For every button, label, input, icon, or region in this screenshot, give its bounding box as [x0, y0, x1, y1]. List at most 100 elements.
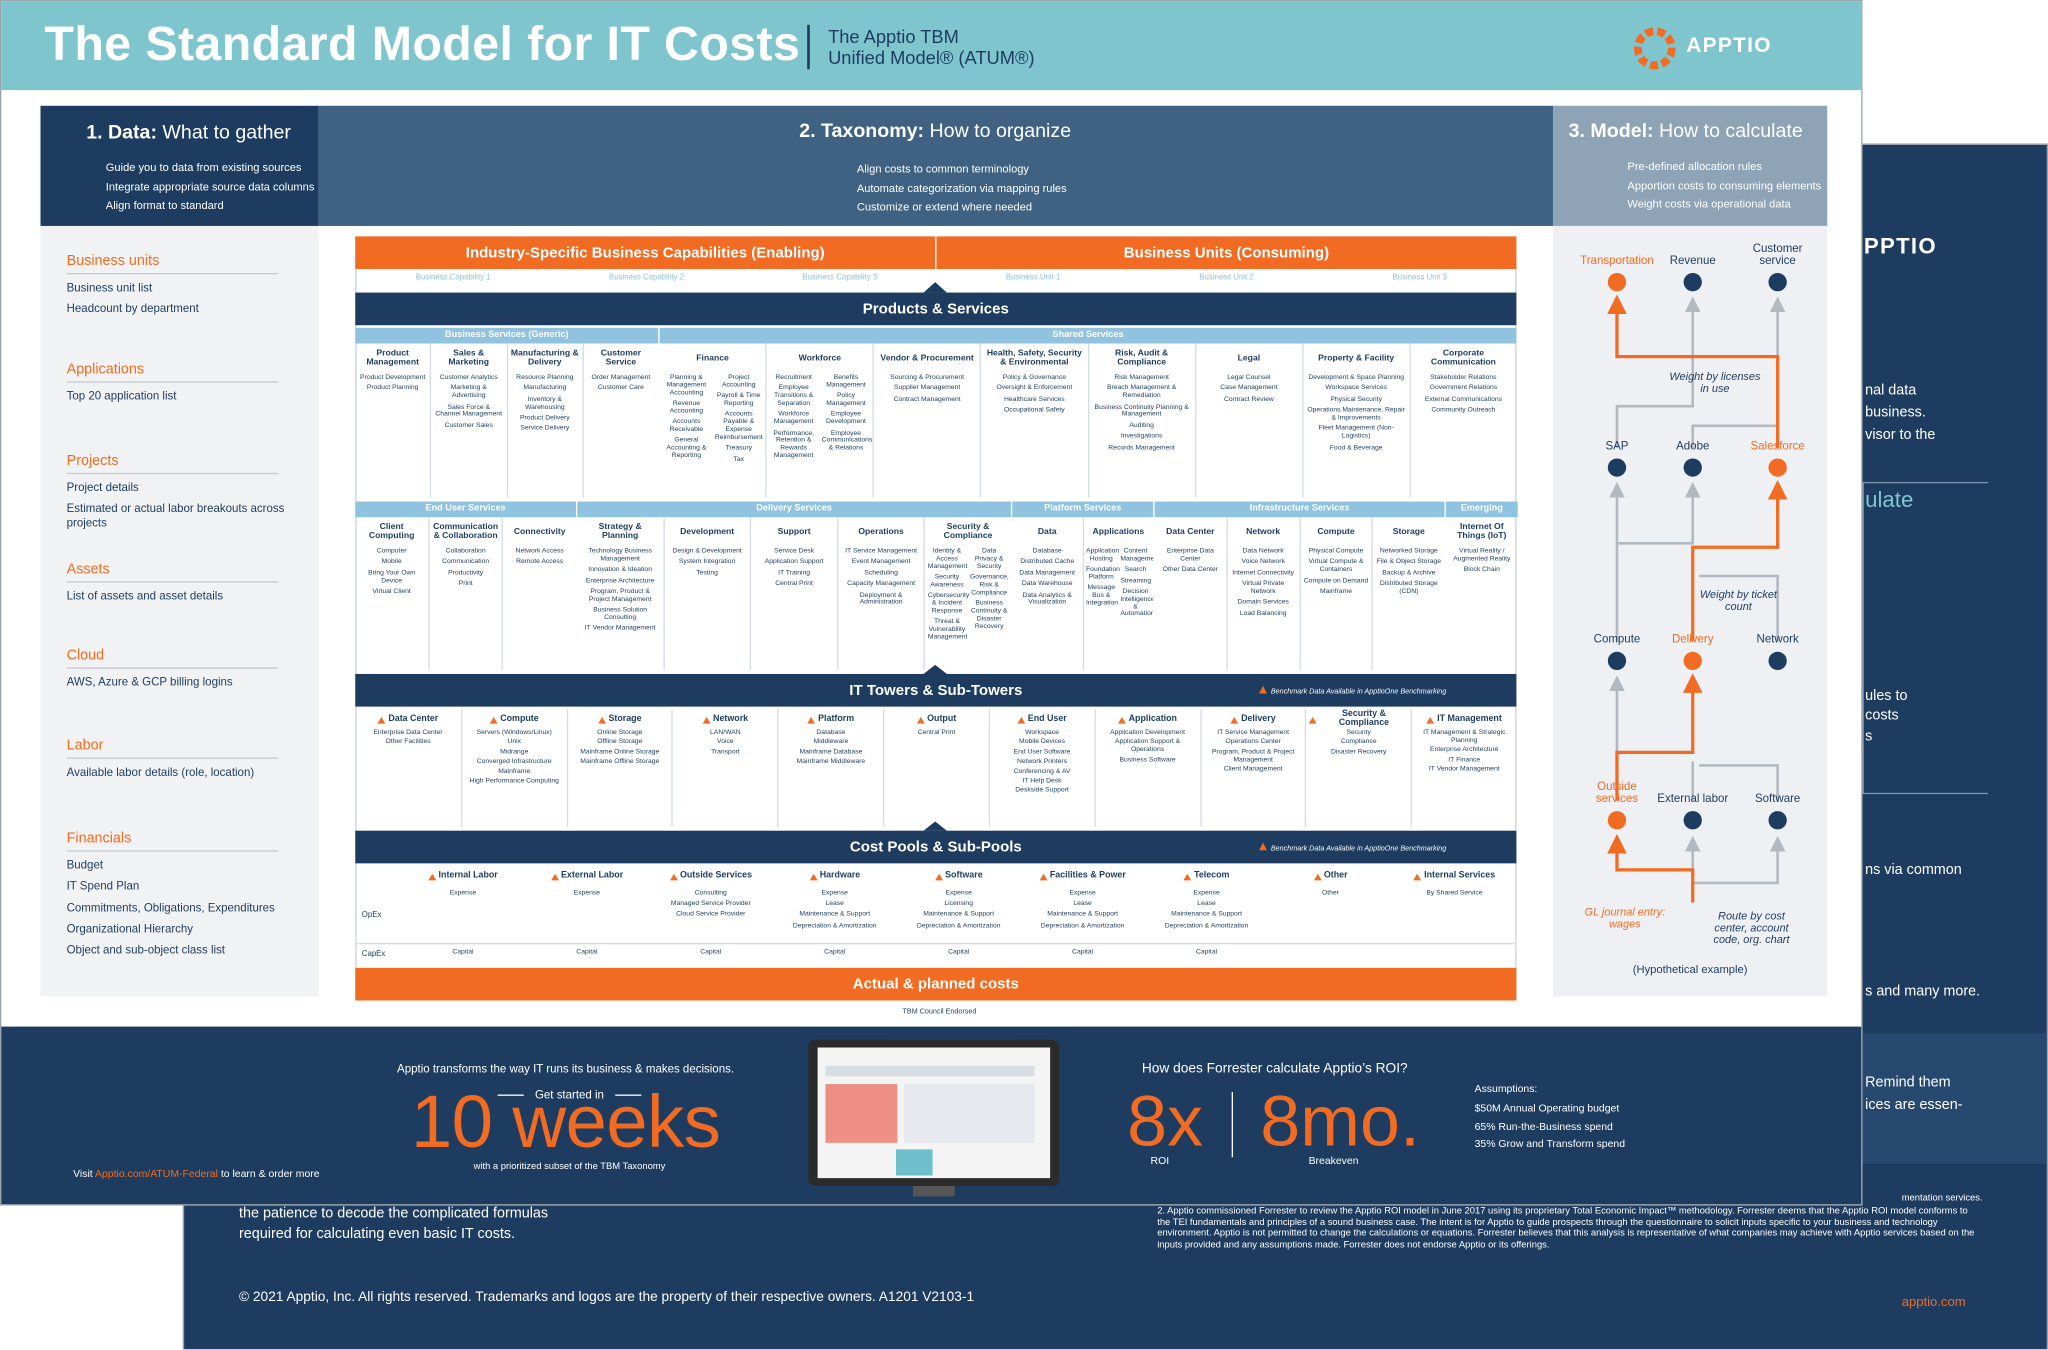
back-fragment: costs: [1865, 707, 1899, 724]
tower-item: Operations Center: [1225, 738, 1281, 747]
column-items: Stakeholder Relations Government Relation…: [1413, 374, 1514, 416]
column-items: Enterprise Data Center Other Data Center: [1157, 547, 1223, 575]
products-bar: Products & Services: [355, 292, 1517, 326]
panel-title: 3. Model: How to calculate: [1569, 120, 1803, 142]
column-title: Applications: [1092, 527, 1145, 537]
panel-bullet: Customize or extend where needed: [856, 199, 1033, 213]
column-item: Testing: [696, 569, 718, 578]
section-heading: Applications: [66, 361, 145, 378]
business-unit: Business Unit 2: [1199, 274, 1254, 283]
column-item: Cybersecurity & Incident Response: [927, 591, 970, 616]
column-item: Design & Development: [672, 547, 742, 556]
back-fragment: s: [1865, 728, 1873, 745]
service-column: Support Service Desk Application Support IT…: [749, 517, 837, 671]
service-column: Data Database Distributed Cache Data Manage…: [1012, 517, 1082, 670]
column-item: Scheduling: [864, 569, 898, 578]
panel-bullet: Automate categorization via mapping rule…: [856, 180, 1067, 194]
column-title: Internet Of Things (IoT): [1457, 522, 1507, 541]
column-title: Strategy & Planning: [598, 522, 642, 541]
column-items: Legal Counsel Case Management Contract Rev…: [1199, 374, 1300, 405]
header-divider: [807, 24, 810, 70]
tower-column: Application Application Development Applic…: [1094, 709, 1200, 827]
pool-item: Capital: [1195, 948, 1218, 957]
model-node: [1683, 458, 1702, 477]
column-item: Streaming: [1120, 576, 1152, 585]
tower-title: End User: [993, 709, 1092, 730]
column-item: Search: [1124, 565, 1147, 574]
back-logo: PPTIO: [1863, 233, 1937, 259]
column-items: Collaboration Communication Productivity Pr…: [432, 547, 499, 590]
column-item: Sourcing & Procurement: [890, 373, 964, 382]
column-title: Health, Safety, Security & Environmental: [986, 348, 1082, 368]
column-items: Network Access Remote Access: [506, 547, 573, 568]
column-item: Central Print: [775, 580, 813, 589]
service-column: Workforce Recruitment Employee Transitions…: [765, 343, 873, 498]
pool-opex: Consulting Managed Service Provider Cloud …: [649, 890, 773, 923]
column-item: System Integration: [678, 558, 736, 567]
column-item: Product Delivery: [519, 414, 570, 422]
panel-taxonomy-bg: [318, 105, 1553, 226]
section-item: AWS, Azure & GCP billing logins: [66, 675, 233, 689]
node-label: Customer service: [1752, 241, 1803, 267]
node-label: Delivery: [1671, 631, 1714, 645]
tower-item: Security: [1346, 728, 1371, 737]
column-item: Enterprise Architecture: [585, 576, 655, 585]
column-title: Corporate Communication: [1430, 348, 1496, 368]
tower-item: Mainframe Middleware: [796, 757, 866, 766]
service-column: Strategy & Planning Technology Business M…: [577, 517, 663, 670]
column-item: Bring Your Own Device: [368, 569, 416, 585]
get-started: Get started in: [534, 1087, 604, 1102]
service-column: Product Management Product Development Pro…: [355, 344, 430, 498]
panel-number: 2. Taxonomy:: [799, 120, 925, 143]
group-title: Delivery Services: [577, 501, 1011, 518]
assumptions-title: Assumptions:: [1474, 1082, 1538, 1095]
pool-item: Licensing: [944, 900, 973, 909]
column-item: Policy & Governance: [1002, 373, 1066, 382]
tower-item: Mainframe Database: [799, 748, 863, 756]
column-item: Other Data Center: [1162, 565, 1219, 574]
service-columns: Strategy & Planning Technology Business M…: [577, 517, 1011, 671]
column-item: Collaboration: [445, 547, 486, 556]
column-item: Service Desk: [774, 547, 815, 556]
column-title: Operations: [858, 527, 904, 537]
ten-weeks: 10 weeks: [410, 1080, 721, 1164]
section-item: Object and sub-object class list: [66, 943, 225, 957]
service-column: Client Computing Computer Mobile Bring Your…: [355, 517, 428, 670]
section-heading: Cloud: [66, 647, 105, 664]
pool-capex: Capital: [773, 948, 897, 961]
column-items: Resource Planning Manufacturing Inventory …: [510, 374, 580, 434]
column-item: Customer Sales: [444, 421, 493, 430]
tower-item: Unix: [507, 738, 522, 747]
tower-item: IT Finance: [1448, 755, 1481, 764]
pool-opex: Expense Lease Maintenance & Support Depreci…: [1145, 890, 1269, 934]
column-title: Data Center: [1166, 527, 1215, 537]
column-item: Business Continuity Planning & Managemen…: [1094, 403, 1189, 419]
section-item: Available labor details (role, location): [66, 765, 255, 779]
back-body: required for calculating even basic IT c…: [239, 1226, 516, 1243]
service-column: Property & Facility Development & Space P…: [1301, 343, 1409, 498]
section-item: Project details: [66, 480, 139, 494]
column-title: Risk, Audit & Compliance: [1114, 348, 1169, 368]
column-item: Technology Business Management: [588, 547, 652, 563]
tower-title: Data Center: [358, 709, 458, 730]
column-item: Benefits Management: [826, 373, 866, 389]
tower-item: Program, Product & Project Management: [1211, 748, 1295, 764]
column-item: Payroll & Time Reporting: [716, 392, 761, 408]
column-item: Innovation & Ideation: [588, 565, 652, 574]
column-item: Mainframe: [1319, 587, 1352, 596]
section-item: Business unit list: [66, 280, 153, 294]
back-callout: [1862, 1033, 2047, 1164]
column-item: Data Warehouse: [1021, 580, 1073, 589]
column-item: Governance, Risk & Compliance: [970, 573, 1009, 597]
pool-item: Depreciation & Amortization: [916, 921, 1001, 930]
visit-link[interactable]: Apptio.com/ATUM-Federal: [95, 1167, 218, 1180]
column-item: Backup & Archive: [1382, 569, 1436, 578]
screen-block: [825, 1065, 1035, 1077]
tower-item: Offline Storage: [597, 738, 643, 747]
column-item: Employee Communications & Relations: [821, 429, 873, 453]
column-items: Design & Development System Integration Te…: [667, 547, 747, 579]
section-item: Organizational Hierarchy: [66, 921, 194, 936]
service-column: Data Center Enterprise Data Center Other D…: [1155, 517, 1227, 670]
